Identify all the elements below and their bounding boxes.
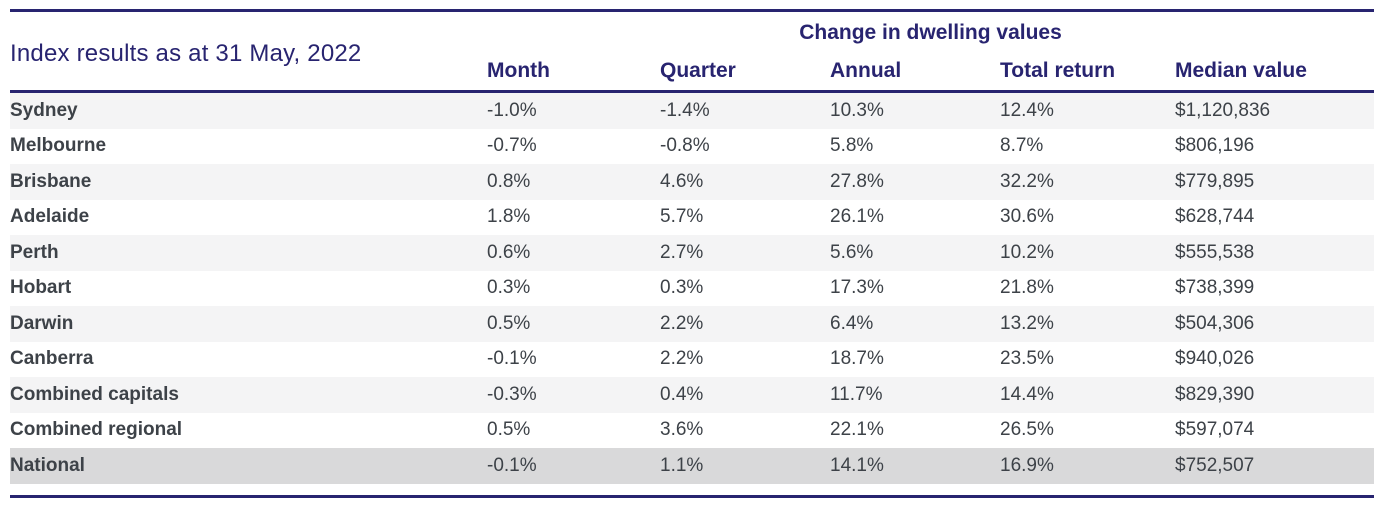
bottom-divider bbox=[10, 495, 1374, 498]
cell-annual: 14.1% bbox=[830, 454, 884, 476]
column-header-quarter: Quarter bbox=[660, 59, 736, 82]
table-row: National -0.1% 1.1% 14.1% 16.9% $752,507 bbox=[10, 448, 1374, 484]
table-row: Combined capitals -0.3% 0.4% 11.7% 14.4%… bbox=[10, 377, 1374, 413]
cell-median-value: $752,507 bbox=[1175, 454, 1255, 476]
cell-quarter: 2.7% bbox=[660, 241, 704, 263]
table-row: Canberra -0.1% 2.2% 18.7% 23.5% $940,026 bbox=[10, 342, 1374, 378]
cell-total-return: 30.6% bbox=[1000, 206, 1054, 228]
table-body: Sydney -1.0% -1.4% 10.3% 12.4% $1,120,83… bbox=[10, 93, 1374, 484]
cell-quarter: -1.4% bbox=[660, 99, 710, 121]
cell-annual: 17.3% bbox=[830, 277, 884, 299]
cell-total-return: 8.7% bbox=[1000, 135, 1044, 157]
cell-annual: 27.8% bbox=[830, 170, 884, 192]
cell-quarter: 3.6% bbox=[660, 419, 704, 441]
cell-annual: 10.3% bbox=[830, 99, 884, 121]
table-row: Brisbane 0.8% 4.6% 27.8% 32.2% $779,895 bbox=[10, 164, 1374, 200]
cell-annual: 22.1% bbox=[830, 419, 884, 441]
table-row: Combined regional 0.5% 3.6% 22.1% 26.5% … bbox=[10, 413, 1374, 449]
cell-month: 1.8% bbox=[487, 206, 531, 228]
group-header-change-in-dwelling-values: Change in dwelling values bbox=[799, 21, 1062, 44]
column-header-annual: Annual bbox=[830, 59, 902, 82]
cell-month: 0.3% bbox=[487, 277, 531, 299]
cell-total-return: 10.2% bbox=[1000, 241, 1054, 263]
cell-month: 0.8% bbox=[487, 170, 531, 192]
table-row: Hobart 0.3% 0.3% 17.3% 21.8% $738,399 bbox=[10, 271, 1374, 307]
row-label: Darwin bbox=[10, 312, 74, 334]
row-label: Adelaide bbox=[10, 206, 90, 228]
cell-annual: 5.8% bbox=[830, 135, 874, 157]
cell-month: 0.6% bbox=[487, 241, 531, 263]
table-row: Perth 0.6% 2.7% 5.6% 10.2% $555,538 bbox=[10, 235, 1374, 271]
cell-median-value: $555,538 bbox=[1175, 241, 1255, 263]
cell-month: -0.3% bbox=[487, 383, 537, 405]
row-label: Canberra bbox=[10, 348, 94, 370]
column-header-row: Month Quarter Annual Total return Median… bbox=[10, 52, 1374, 87]
cell-total-return: 26.5% bbox=[1000, 419, 1054, 441]
cell-median-value: $940,026 bbox=[1175, 348, 1255, 370]
cell-annual: 18.7% bbox=[830, 348, 884, 370]
cell-month: 0.5% bbox=[487, 312, 531, 334]
cell-quarter: 0.3% bbox=[660, 277, 704, 299]
row-label: Combined capitals bbox=[10, 383, 179, 405]
row-label: Melbourne bbox=[10, 135, 107, 157]
cell-annual: 11.7% bbox=[830, 383, 883, 405]
cell-annual: 26.1% bbox=[830, 206, 884, 228]
table-row: Adelaide 1.8% 5.7% 26.1% 30.6% $628,744 bbox=[10, 200, 1374, 236]
column-header-month: Month bbox=[487, 59, 550, 82]
cell-quarter: 4.6% bbox=[660, 170, 704, 192]
cell-month: -0.1% bbox=[487, 454, 537, 476]
row-label: Sydney bbox=[10, 99, 78, 121]
page-title: Index results as at 31 May, 2022 bbox=[10, 40, 362, 67]
row-label: National bbox=[10, 454, 85, 476]
cell-total-return: 32.2% bbox=[1000, 170, 1054, 192]
column-header-total-return: Total return bbox=[1000, 59, 1116, 82]
cell-month: 0.5% bbox=[487, 419, 531, 441]
cell-month: -0.1% bbox=[487, 348, 537, 370]
table-row: Melbourne -0.7% -0.8% 5.8% 8.7% $806,196 bbox=[10, 129, 1374, 165]
cell-total-return: 23.5% bbox=[1000, 348, 1054, 370]
cell-median-value: $829,390 bbox=[1175, 383, 1255, 405]
cell-annual: 5.6% bbox=[830, 241, 874, 263]
row-label: Hobart bbox=[10, 277, 72, 299]
table-row: Sydney -1.0% -1.4% 10.3% 12.4% $1,120,83… bbox=[10, 93, 1374, 129]
top-divider bbox=[10, 9, 1374, 12]
cell-median-value: $1,120,836 bbox=[1175, 99, 1271, 121]
header-divider bbox=[10, 90, 1374, 93]
cell-total-return: 16.9% bbox=[1000, 454, 1054, 476]
cell-median-value: $738,399 bbox=[1175, 277, 1255, 299]
cell-total-return: 12.4% bbox=[1000, 99, 1054, 121]
cell-quarter: 2.2% bbox=[660, 312, 704, 334]
cell-median-value: $628,744 bbox=[1175, 206, 1255, 228]
cell-quarter: 5.7% bbox=[660, 206, 704, 228]
row-label: Perth bbox=[10, 241, 59, 263]
row-label: Combined regional bbox=[10, 419, 183, 441]
cell-total-return: 21.8% bbox=[1000, 277, 1054, 299]
cell-total-return: 14.4% bbox=[1000, 383, 1054, 405]
cell-month: -1.0% bbox=[487, 99, 537, 121]
table-row: Darwin 0.5% 2.2% 6.4% 13.2% $504,306 bbox=[10, 306, 1374, 342]
column-header-median-value: Median value bbox=[1175, 59, 1307, 82]
cell-median-value: $779,895 bbox=[1175, 170, 1255, 192]
cell-month: -0.7% bbox=[487, 135, 537, 157]
cell-quarter: 0.4% bbox=[660, 383, 704, 405]
cell-quarter: 1.1% bbox=[660, 454, 704, 476]
cell-median-value: $597,074 bbox=[1175, 419, 1255, 441]
cell-annual: 6.4% bbox=[830, 312, 874, 334]
cell-median-value: $504,306 bbox=[1175, 312, 1255, 334]
row-label: Brisbane bbox=[10, 170, 92, 192]
cell-quarter: -0.8% bbox=[660, 135, 710, 157]
cell-total-return: 13.2% bbox=[1000, 312, 1054, 334]
cell-quarter: 2.2% bbox=[660, 348, 704, 370]
cell-median-value: $806,196 bbox=[1175, 135, 1255, 157]
